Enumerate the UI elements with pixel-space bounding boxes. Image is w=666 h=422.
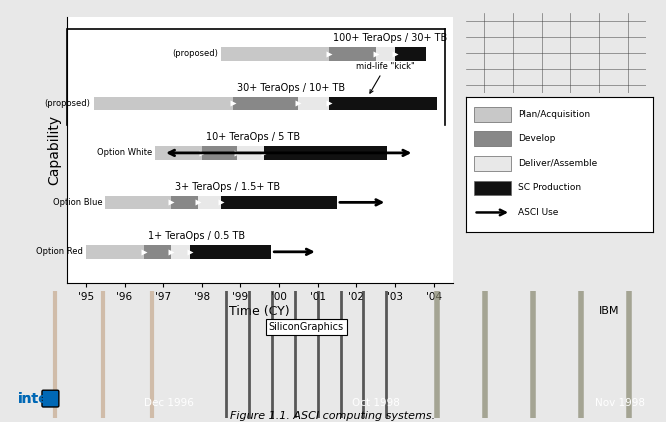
Text: (proposed): (proposed): [172, 49, 218, 59]
Text: (proposed): (proposed): [45, 99, 91, 108]
Bar: [171, 195, 198, 209]
Text: 30+ TeraOps / 10+ TB: 30+ TeraOps / 10+ TB: [236, 83, 345, 93]
Text: el: el: [43, 392, 57, 406]
Bar: [105, 195, 171, 209]
Text: Option Blue: Option Blue: [53, 198, 102, 207]
Text: Option White: Option White: [97, 149, 153, 157]
Bar: [155, 146, 202, 160]
Text: mid-life "kick": mid-life "kick": [356, 62, 415, 93]
Text: IBM: IBM: [599, 306, 620, 316]
Text: Deliver/Assemble: Deliver/Assemble: [518, 159, 597, 168]
Bar: [474, 107, 511, 122]
Bar: [221, 195, 337, 209]
Text: Develop: Develop: [518, 134, 556, 143]
Text: Oct 1998: Oct 1998: [352, 398, 400, 408]
Bar: [171, 245, 190, 259]
Bar: [474, 181, 511, 195]
Bar: [329, 97, 438, 110]
Text: 10+ TeraOps / 5 TB: 10+ TeraOps / 5 TB: [206, 133, 300, 142]
Text: Dec 1996: Dec 1996: [144, 398, 194, 408]
Bar: [329, 47, 376, 61]
Y-axis label: Capability: Capability: [47, 115, 61, 185]
X-axis label: Time (CY): Time (CY): [229, 305, 290, 317]
Bar: [202, 146, 236, 160]
Bar: [190, 245, 271, 259]
Bar: [86, 245, 144, 259]
Text: Plan/Acquisition: Plan/Acquisition: [518, 110, 591, 119]
Text: 100+ TeraOps / 30+ TB: 100+ TeraOps / 30+ TB: [333, 33, 448, 43]
Bar: [298, 97, 329, 110]
Bar: [94, 97, 232, 110]
Bar: [264, 146, 387, 160]
Bar: [232, 97, 298, 110]
Text: 1+ TeraOps / 0.5 TB: 1+ TeraOps / 0.5 TB: [148, 231, 245, 241]
Text: Nov 1998: Nov 1998: [595, 398, 645, 408]
Bar: [144, 245, 171, 259]
Text: 3+ TeraOps / 1.5+ TB: 3+ TeraOps / 1.5+ TB: [174, 182, 280, 192]
Text: Figure 1.1. ASCI computing systems.: Figure 1.1. ASCI computing systems.: [230, 411, 436, 421]
Text: ASCI Use: ASCI Use: [518, 208, 559, 217]
Bar: [474, 156, 511, 171]
Text: intel: intel: [18, 392, 53, 406]
Bar: [376, 47, 395, 61]
Bar: [474, 131, 511, 146]
Bar: [221, 47, 329, 61]
Text: SC Production: SC Production: [518, 184, 581, 192]
Text: int: int: [18, 392, 39, 406]
Bar: [198, 195, 221, 209]
Bar: [395, 47, 426, 61]
Text: Option Red: Option Red: [36, 247, 83, 256]
Text: SiliconGraphics: SiliconGraphics: [269, 322, 344, 332]
Bar: [236, 146, 264, 160]
